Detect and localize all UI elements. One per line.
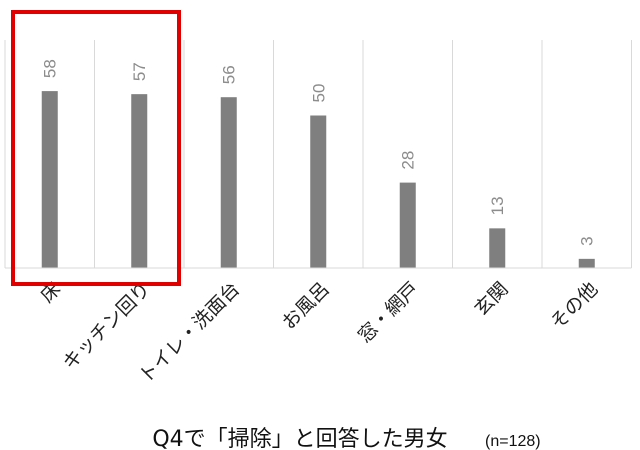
bar-series — [41, 91, 595, 269]
value-label: 58 — [41, 59, 60, 78]
value-label: 50 — [309, 84, 328, 103]
category-label: 玄関 — [470, 278, 512, 320]
bar — [399, 182, 416, 268]
bar — [131, 94, 148, 269]
value-label: 57 — [130, 62, 149, 81]
bar — [489, 228, 506, 268]
bar — [41, 91, 58, 268]
bar — [578, 258, 595, 268]
category-separators — [4, 40, 632, 268]
value-labels: 58 57 56 50 28 13 3 — [41, 59, 597, 246]
value-label: 13 — [488, 196, 507, 215]
sample-size-note: (n=128) — [485, 433, 541, 450]
category-label: お風呂 — [278, 278, 334, 334]
category-label: 窓・網戸 — [354, 278, 423, 347]
chart-caption: Q4で「掃除」と回答した男女 — [152, 427, 447, 450]
value-label: 3 — [578, 236, 597, 245]
highlight-box — [11, 10, 181, 286]
value-label: 56 — [220, 65, 239, 84]
category-label: その他 — [546, 278, 602, 334]
value-label: 28 — [399, 151, 418, 170]
bar — [220, 97, 237, 268]
category-label: キッチン回り — [59, 278, 155, 374]
bar — [310, 115, 327, 268]
